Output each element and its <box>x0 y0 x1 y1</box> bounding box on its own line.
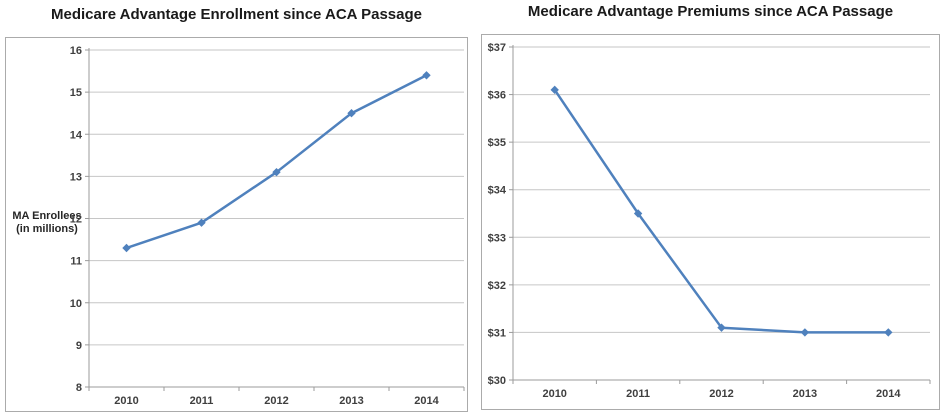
data-point-marker <box>122 243 131 253</box>
y-tick-label: $32 <box>488 280 506 292</box>
data-line <box>553 88 890 334</box>
data-point-marker <box>422 71 431 80</box>
x-tick-label: 2012 <box>709 388 733 400</box>
y-tick-label: $30 <box>488 375 506 387</box>
y-tick-label: 14 <box>70 129 83 141</box>
x-tick-label: 2014 <box>414 395 439 407</box>
enrollment-chart-panel: MA Enrollees (in millions) 8 9 10 11 12 13 14 1… <box>5 37 468 412</box>
x-tick-label: 2012 <box>264 395 288 407</box>
y-tick-label: 12 <box>70 214 82 226</box>
y-tick-label: 16 <box>70 45 82 57</box>
data-point-marker <box>197 218 206 227</box>
data-point-marker <box>800 328 810 337</box>
y-tick-label: $34 <box>488 185 507 197</box>
x-tick-label: 2011 <box>626 388 650 400</box>
x-tick-label: 2013 <box>339 395 363 407</box>
data-line <box>125 74 428 250</box>
y-tick-label: $37 <box>488 42 506 54</box>
x-tick-label: 2013 <box>793 388 817 400</box>
y-tick-label: 13 <box>70 171 82 183</box>
y-tick-label: $33 <box>488 232 506 244</box>
y-tick-label: $31 <box>488 327 506 339</box>
y-axis-title-line-1: MA Enrollees <box>12 210 82 222</box>
y-axis-title-line-2: (in millions) <box>16 223 78 235</box>
y-tick-label: 8 <box>76 382 82 394</box>
x-tick-label: 2011 <box>190 395 214 407</box>
y-tick-label: $36 <box>488 90 506 102</box>
data-point-marker <box>272 167 281 177</box>
y-tick-label: 11 <box>70 256 82 268</box>
enrollment-y-axis-title: MA Enrollees (in millions) <box>12 210 82 236</box>
x-tick-label: 2014 <box>876 388 901 400</box>
line-chart-plot: 8 9 10 11 12 13 14 15 16 2010 2011 2012 2013 2014 <box>70 45 465 407</box>
data-point-marker <box>884 328 893 337</box>
y-tick-label: $35 <box>488 137 506 149</box>
y-tick-label: 10 <box>70 298 82 310</box>
y-tick-label: 9 <box>76 340 82 352</box>
x-tick-label: 2010 <box>114 395 138 407</box>
data-point-marker <box>347 108 356 118</box>
enrollment-chart-title: Medicare Advantage Enrollment since ACA … <box>51 6 422 23</box>
premiums-chart-panel: $30 $31 $32 $33 $34 $35 $36 $37 2010 2011 2012 2013… <box>481 34 940 410</box>
y-tick-label: 15 <box>70 87 82 99</box>
x-tick-label: 2010 <box>542 388 566 400</box>
premiums-chart-title: Medicare Advantage Premiums since ACA Pa… <box>527 3 894 20</box>
data-point-marker <box>717 323 726 332</box>
line-chart-plot: $30 $31 $32 $33 $34 $35 $36 $37 2010 2011 2012 2013… <box>488 42 931 400</box>
